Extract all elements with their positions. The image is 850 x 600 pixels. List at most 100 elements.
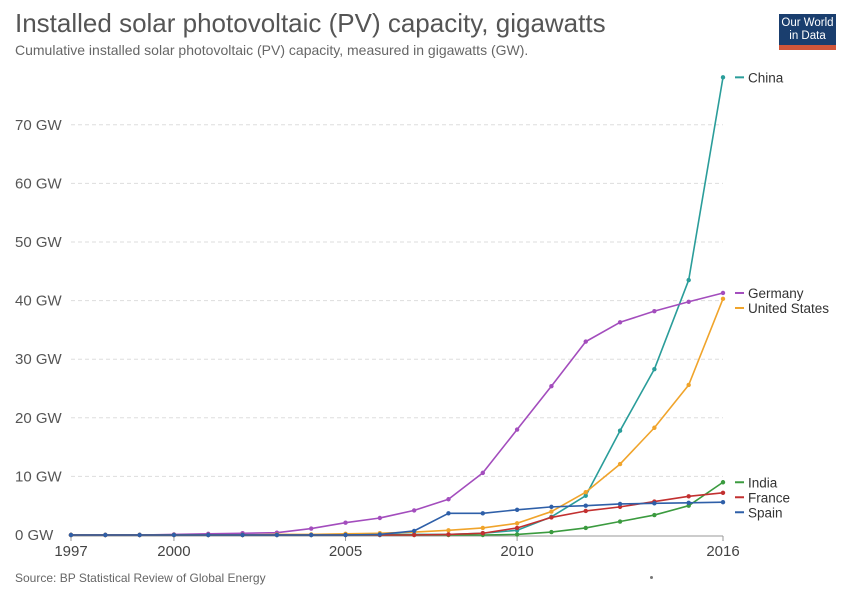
series-india[interactable] (68, 480, 726, 538)
y-tick-label: 0 GW (15, 527, 54, 544)
series-germany[interactable] (68, 290, 726, 538)
series-united-states[interactable] (68, 296, 726, 538)
data-point-spain[interactable] (377, 532, 383, 537)
data-point-germany[interactable] (583, 339, 588, 344)
x-tick-label: 2016 (706, 543, 739, 560)
legend-label: China (748, 70, 784, 85)
data-point-spain[interactable] (480, 511, 485, 516)
data-point-germany[interactable] (377, 515, 383, 521)
data-point-france[interactable] (446, 532, 451, 537)
data-point-spain[interactable] (171, 532, 177, 538)
logo-accent-bar (779, 45, 836, 50)
data-point-china[interactable] (617, 428, 623, 433)
data-point-spain[interactable] (514, 507, 520, 513)
legend-item-united-states[interactable]: United States (735, 301, 829, 316)
legend-item-spain[interactable]: Spain (735, 505, 783, 520)
data-point-spain[interactable] (583, 503, 588, 508)
data-point-united-states[interactable] (652, 425, 657, 430)
series-spain[interactable] (68, 499, 726, 538)
data-point-germany[interactable] (514, 427, 520, 432)
data-point-china[interactable] (583, 493, 588, 498)
data-point-india[interactable] (720, 480, 726, 485)
data-point-germany[interactable] (652, 308, 657, 314)
series-line-united-states[interactable] (71, 298, 724, 536)
data-point-china[interactable] (720, 75, 726, 80)
data-point-united-states[interactable] (549, 509, 554, 514)
legend-label: Spain (748, 505, 783, 520)
data-point-india[interactable] (652, 512, 657, 518)
data-point-china[interactable] (652, 366, 657, 372)
logo-line-1: Our World (781, 17, 834, 29)
legend-label: India (748, 475, 778, 490)
source-note: Source: BP Statistical Review of Global … (15, 571, 266, 585)
data-point-spain[interactable] (206, 532, 211, 538)
data-point-spain[interactable] (720, 499, 726, 505)
y-tick-label: 40 GW (15, 293, 63, 310)
data-point-united-states[interactable] (686, 382, 691, 388)
legend-label: Germany (748, 286, 804, 301)
data-point-france[interactable] (411, 532, 417, 538)
series-china[interactable] (68, 75, 726, 538)
data-point-india[interactable] (549, 529, 554, 535)
data-point-spain[interactable] (617, 501, 623, 507)
data-point-spain[interactable] (652, 501, 657, 506)
y-tick-label: 20 GW (15, 410, 63, 427)
y-tick-label: 70 GW (15, 117, 63, 134)
data-point-china[interactable] (686, 277, 691, 283)
series-line-china[interactable] (71, 77, 724, 536)
data-point-france[interactable] (583, 508, 588, 514)
legend-item-france[interactable]: France (735, 490, 790, 505)
series-line-spain[interactable] (71, 501, 724, 536)
data-point-germany[interactable] (446, 497, 451, 502)
data-point-germany[interactable] (720, 290, 726, 296)
legend-item-germany[interactable]: Germany (735, 286, 804, 301)
y-axis-ticks: 0 GW 10 GW 20 GW 30 GW 40 GW 50 GW 60 GW 70 GW (15, 117, 63, 544)
x-tick-label: 2005 (329, 543, 362, 560)
data-point-spain[interactable] (411, 528, 417, 534)
y-tick-label: 50 GW (15, 234, 63, 251)
data-point-united-states[interactable] (720, 296, 726, 302)
data-point-united-states[interactable] (514, 521, 520, 526)
series-line-india[interactable] (71, 481, 724, 536)
legend-item-china[interactable]: China (735, 70, 784, 85)
data-point-spain[interactable] (137, 532, 142, 538)
data-point-france[interactable] (480, 531, 485, 536)
data-point-germany[interactable] (480, 470, 485, 476)
data-point-india[interactable] (514, 532, 520, 537)
data-point-france[interactable] (514, 525, 520, 531)
y-tick-label: 60 GW (15, 175, 63, 192)
data-point-spain[interactable] (309, 532, 314, 538)
data-point-germany[interactable] (686, 299, 691, 304)
data-point-spain[interactable] (103, 532, 108, 538)
x-tick-label: 1997 (54, 543, 87, 560)
series-lines (68, 75, 726, 538)
data-point-united-states[interactable] (446, 528, 451, 533)
data-point-germany[interactable] (617, 320, 623, 325)
owid-logo[interactable]: Our World in Data (779, 14, 836, 50)
data-point-germany[interactable] (549, 383, 554, 389)
data-point-united-states[interactable] (617, 461, 623, 467)
data-point-france[interactable] (720, 490, 726, 496)
data-point-spain[interactable] (68, 532, 74, 538)
data-point-france[interactable] (549, 515, 554, 520)
data-point-germany[interactable] (309, 526, 314, 531)
data-point-india[interactable] (583, 525, 588, 531)
data-point-india[interactable] (617, 519, 623, 524)
data-point-spain[interactable] (274, 532, 280, 538)
data-point-united-states[interactable] (480, 525, 485, 531)
data-point-spain[interactable] (446, 511, 451, 516)
data-point-spain[interactable] (686, 500, 691, 505)
y-tick-label: 10 GW (15, 468, 63, 485)
legend-label: United States (748, 301, 829, 316)
data-point-spain[interactable] (343, 532, 348, 538)
series-line-germany[interactable] (71, 292, 724, 536)
data-point-france[interactable] (686, 494, 691, 499)
legend-item-india[interactable]: India (735, 475, 778, 490)
data-point-germany[interactable] (343, 520, 348, 525)
data-point-spain[interactable] (240, 532, 245, 538)
data-point-spain[interactable] (549, 504, 554, 510)
data-point-united-states[interactable] (583, 490, 588, 495)
data-point-germany[interactable] (411, 508, 417, 513)
